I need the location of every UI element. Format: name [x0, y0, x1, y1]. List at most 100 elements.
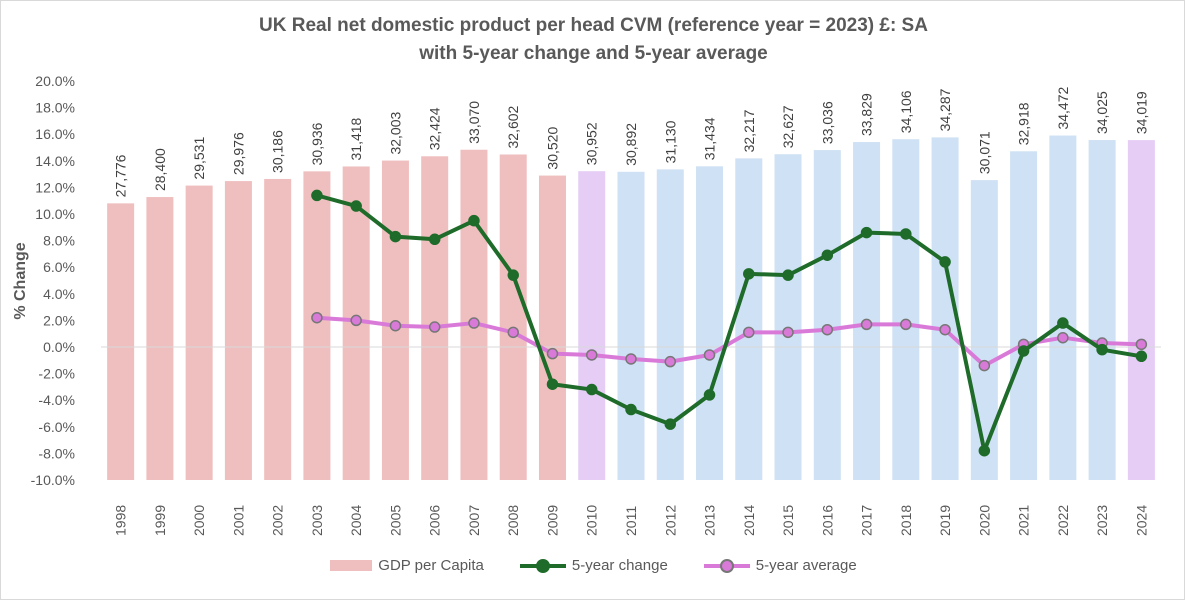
bar-gdp-2002	[264, 178, 292, 480]
data-label-gdp-2024: 34,019	[1133, 91, 1149, 134]
bar-gdp-2012	[656, 169, 684, 480]
x-tick-label: 2004	[348, 505, 364, 536]
bar-gdp-2008	[499, 154, 527, 480]
bar-gdp-2014	[735, 158, 763, 480]
data-label-gdp-2005: 32,003	[387, 112, 403, 155]
bar-gdp-2015	[774, 154, 802, 480]
data-label-gdp-2012: 31,130	[662, 120, 678, 163]
legend: GDP per Capita 5-year change 5-year aver…	[1, 557, 1185, 574]
change-5yr-point-2012	[664, 418, 677, 430]
y-tick-label: -10.0%	[31, 472, 75, 488]
legend-item-average: 5-year average	[703, 557, 857, 574]
data-label-gdp-1999: 28,400	[152, 148, 168, 191]
change-5yr-point-2017	[860, 226, 873, 239]
y-tick-label: 2.0%	[43, 312, 75, 328]
bar-gdp-1999	[146, 197, 174, 480]
x-tick-label: 2013	[702, 505, 718, 536]
data-label-gdp-2015: 32,627	[780, 105, 796, 148]
x-tick-label: 2024	[1133, 505, 1149, 536]
data-label-gdp-2009: 30,520	[544, 127, 560, 170]
y-axis-title: % Change	[12, 242, 29, 319]
bar-gdp-2022	[1049, 135, 1077, 480]
legend-item-gdp: GDP per Capita	[330, 557, 484, 574]
x-tick-label: 2005	[387, 505, 403, 536]
x-tick-label: 2020	[976, 505, 992, 536]
average-5yr-point-2012	[664, 355, 677, 368]
y-tick-label: -6.0%	[38, 419, 75, 435]
change-5yr-point-2023	[1096, 343, 1108, 356]
change-5yr-point-2018	[900, 228, 912, 240]
legend-swatch-average	[703, 558, 750, 573]
y-tick-label: -4.0%	[38, 392, 75, 408]
x-tick-label: 1998	[113, 505, 129, 536]
change-5yr-point-2020	[978, 444, 991, 457]
bar-gdp-2001	[224, 181, 252, 480]
average-5yr-point-2004	[350, 314, 362, 327]
y-tick-label: 20.0%	[35, 73, 75, 89]
data-label-gdp-2004: 31,418	[348, 117, 364, 160]
y-tick-label: 16.0%	[35, 126, 75, 142]
x-tick-label: 2017	[859, 505, 875, 536]
change-5yr-point-2007	[468, 214, 480, 227]
x-tick-label: 2003	[309, 505, 325, 536]
average-5yr-point-2019	[939, 323, 951, 336]
change-5yr-point-2016	[821, 249, 834, 261]
change-5yr-point-2005	[389, 230, 402, 243]
legend-swatch-gdp	[330, 560, 373, 571]
y-tick-label: 12.0%	[35, 179, 75, 195]
x-tick-label: 2022	[1055, 505, 1071, 536]
average-5yr-point-2015	[782, 326, 794, 339]
average-5yr-point-2003	[311, 311, 323, 324]
data-label-gdp-2006: 32,424	[427, 107, 443, 150]
average-5yr-point-2005	[389, 319, 402, 332]
average-5yr-line	[316, 315, 1142, 368]
average-5yr-point-2018	[900, 318, 912, 331]
bar-gdp-2013	[696, 166, 724, 480]
data-label-gdp-2023: 34,025	[1094, 91, 1110, 134]
y-tick-label: 18.0%	[35, 100, 75, 116]
change-5yr-point-2021	[1017, 345, 1030, 357]
average-5yr-point-2008	[507, 326, 519, 339]
bar-gdp-2018	[892, 139, 920, 480]
change-5yr-point-2008	[507, 269, 519, 281]
y-tick-label: 4.0%	[43, 286, 75, 302]
data-label-gdp-2007: 33,070	[466, 101, 482, 144]
y-tick-label: -2.0%	[38, 366, 75, 382]
change-5yr-point-2015	[782, 269, 794, 281]
change-5yr-point-2013	[703, 389, 716, 401]
change-5yr-point-2010	[585, 383, 598, 396]
data-label-gdp-2022: 34,472	[1055, 86, 1071, 129]
average-5yr-point-2006	[428, 321, 441, 333]
change-5yr-point-2006	[428, 233, 441, 246]
legend-label-average: 5-year average	[755, 557, 857, 574]
change-5yr-point-2003	[311, 189, 323, 202]
data-label-gdp-2010: 30,952	[584, 122, 600, 165]
bar-gdp-2009	[538, 175, 566, 480]
change-5yr-point-2024	[1135, 350, 1148, 363]
average-5yr-point-2014	[743, 326, 755, 339]
y-tick-label: 10.0%	[35, 206, 75, 222]
change-5yr-point-2014	[743, 268, 755, 280]
data-label-gdp-2003: 30,936	[309, 122, 325, 165]
y-tick-label: 0.0%	[43, 339, 75, 355]
data-label-gdp-2011: 30,892	[623, 123, 639, 166]
average-5yr-point-2022	[1057, 331, 1069, 344]
data-label-gdp-1998: 27,776	[113, 154, 129, 197]
bar-gdp-2023	[1088, 140, 1116, 480]
y-tick-label: 14.0%	[35, 153, 75, 169]
x-tick-label: 2000	[191, 505, 207, 536]
bar-gdp-2021	[1010, 151, 1038, 480]
data-label-gdp-2000: 29,531	[191, 137, 207, 180]
data-label-gdp-2002: 30,186	[270, 130, 286, 173]
data-label-gdp-2014: 32,217	[741, 109, 757, 152]
bar-gdp-2016	[813, 150, 841, 480]
average-5yr-point-2010	[585, 349, 598, 361]
x-tick-label: 2012	[662, 505, 678, 536]
x-tick-label: 2002	[270, 505, 286, 536]
x-tick-label: 2001	[230, 505, 246, 536]
data-label-gdp-2019: 34,287	[937, 88, 953, 131]
change-5yr-point-2009	[546, 378, 559, 390]
bar-gdp-2000	[185, 185, 213, 480]
